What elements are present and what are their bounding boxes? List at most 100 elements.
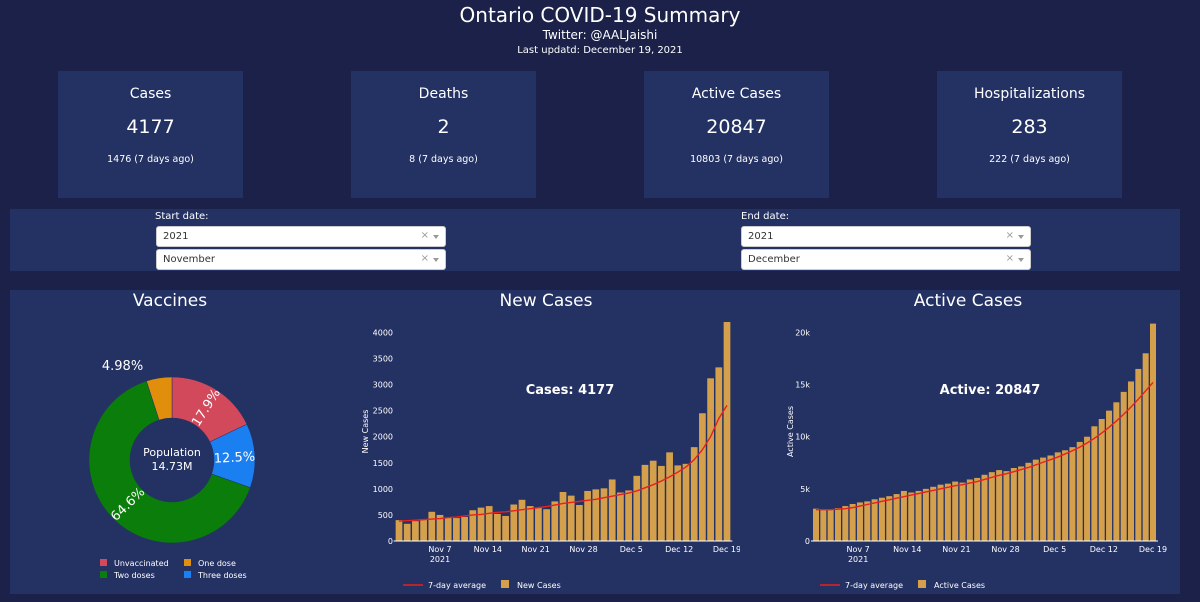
bar xyxy=(584,490,591,541)
start-year-dropdown[interactable]: 2021 × xyxy=(156,226,446,247)
bar xyxy=(1032,459,1039,541)
bar xyxy=(420,519,427,541)
bar xyxy=(871,499,878,541)
y-tick-label: 500 xyxy=(378,511,393,520)
bar xyxy=(576,505,583,541)
end-year-dropdown[interactable]: 2021 × xyxy=(741,226,1031,247)
bar xyxy=(937,484,944,541)
y-tick-label: 2500 xyxy=(373,407,393,416)
dropdown-value: 2021 xyxy=(748,231,774,242)
bar xyxy=(395,520,403,541)
new-cases-bar-chart[interactable]: 0 500 1000 1500 2000 2500 3000 3500 4000 New Case… xyxy=(340,290,740,594)
last-updated: Last updatd: December 19, 2021 xyxy=(517,45,683,56)
bar xyxy=(952,481,959,541)
legend-label: Two doses xyxy=(113,571,155,580)
x-tick-label: Nov 14 xyxy=(893,545,921,554)
legend-swatch xyxy=(100,571,107,578)
legend-swatch xyxy=(100,559,107,566)
clear-icon[interactable]: × xyxy=(420,230,429,241)
bar xyxy=(658,465,665,541)
clear-icon[interactable]: × xyxy=(420,253,429,264)
end-date-label: End date: xyxy=(741,211,790,222)
bar xyxy=(908,492,915,541)
bar xyxy=(477,507,485,541)
dropdown-value: December xyxy=(748,254,800,265)
card-hospitalizations: Hospitalizations 283 222 (7 days ago) xyxy=(937,71,1122,198)
bar xyxy=(1003,471,1010,541)
bar xyxy=(510,504,518,541)
end-month-dropdown[interactable]: December × xyxy=(741,249,1031,270)
x-tick-label: Nov 28 xyxy=(569,545,597,554)
card-previous: 8 (7 days ago) xyxy=(409,154,478,165)
card-previous: 222 (7 days ago) xyxy=(989,154,1070,165)
chevron-down-icon[interactable] xyxy=(1018,235,1024,239)
donut-center-value: 14.73M xyxy=(152,460,193,473)
chevron-down-icon[interactable] xyxy=(1018,258,1024,262)
bar xyxy=(412,521,419,541)
x-tick-label: Dec 19 xyxy=(713,545,740,554)
vaccines-donut-chart[interactable]: 17.9%12.5%64.6%4.98%Population14.73MUnva… xyxy=(10,290,340,594)
legend-swatch xyxy=(184,571,191,578)
x-tick-label: Nov 7 xyxy=(428,545,451,554)
vaccines-chart-title: Vaccines xyxy=(132,291,208,311)
x-tick-sublabel: 2021 xyxy=(430,555,450,564)
legend-label: 7-day average xyxy=(845,581,903,590)
average-line xyxy=(816,382,1154,511)
y-tick-label: 3500 xyxy=(373,355,393,364)
x-tick-label: Nov 7 xyxy=(847,545,870,554)
y-tick-label: 10k xyxy=(795,433,810,442)
bar xyxy=(856,502,863,541)
bar xyxy=(834,508,841,541)
legend-swatch xyxy=(184,559,191,566)
dropdown-value: November xyxy=(163,254,216,265)
clear-icon[interactable]: × xyxy=(1005,230,1014,241)
bar xyxy=(922,488,929,541)
bar xyxy=(1018,466,1025,541)
bar xyxy=(666,452,673,541)
bar xyxy=(469,510,477,541)
bar xyxy=(526,506,534,541)
chevron-down-icon[interactable] xyxy=(433,258,439,262)
bar xyxy=(1040,457,1047,541)
chart-annotation: Active: 20847 xyxy=(940,383,1041,398)
bar xyxy=(1069,447,1076,541)
bar xyxy=(494,513,501,541)
x-tick-label: Nov 21 xyxy=(942,545,970,554)
chevron-down-icon[interactable] xyxy=(433,235,439,239)
clear-icon[interactable]: × xyxy=(1005,253,1014,264)
bar xyxy=(981,474,988,541)
y-axis-label: New Cases xyxy=(361,410,370,454)
y-tick-label: 20k xyxy=(795,328,810,337)
bar xyxy=(878,497,885,541)
x-tick-label: Nov 28 xyxy=(991,545,1019,554)
bar xyxy=(551,501,559,541)
active-cases-chart-title: Active Cases xyxy=(913,291,1023,311)
legend-label: Unvaccinated xyxy=(114,559,169,568)
bar xyxy=(974,477,981,541)
bar xyxy=(930,486,937,541)
bar xyxy=(1054,452,1061,541)
card-deaths: Deaths 2 8 (7 days ago) xyxy=(351,71,536,198)
start-date-label: Start date: xyxy=(155,211,209,222)
card-title: Cases xyxy=(129,86,172,102)
y-tick-label: 5k xyxy=(800,485,810,494)
donut-center-label: Population xyxy=(143,446,201,459)
x-tick-sublabel: 2021 xyxy=(848,555,868,564)
pie-slice-two-doses xyxy=(88,380,251,544)
start-month-dropdown[interactable]: November × xyxy=(156,249,446,270)
bar xyxy=(1113,402,1120,541)
x-tick-label: Nov 21 xyxy=(521,545,549,554)
average-line xyxy=(398,405,728,522)
chart-annotation: Cases: 4177 xyxy=(526,383,615,398)
x-tick-label: Dec 12 xyxy=(1090,545,1118,554)
bar xyxy=(1106,410,1113,541)
y-tick-label: 0 xyxy=(388,537,393,546)
bar xyxy=(502,515,509,541)
y-tick-label: 3000 xyxy=(373,381,393,390)
bar xyxy=(944,483,951,541)
card-active-cases: Active Cases 20847 10803 (7 days ago) xyxy=(644,71,829,198)
charts-panel: Vaccines New Cases Active Cases 17.9% 12.… xyxy=(10,290,1180,594)
bar xyxy=(649,460,657,541)
card-previous: 1476 (7 days ago) xyxy=(107,154,194,165)
